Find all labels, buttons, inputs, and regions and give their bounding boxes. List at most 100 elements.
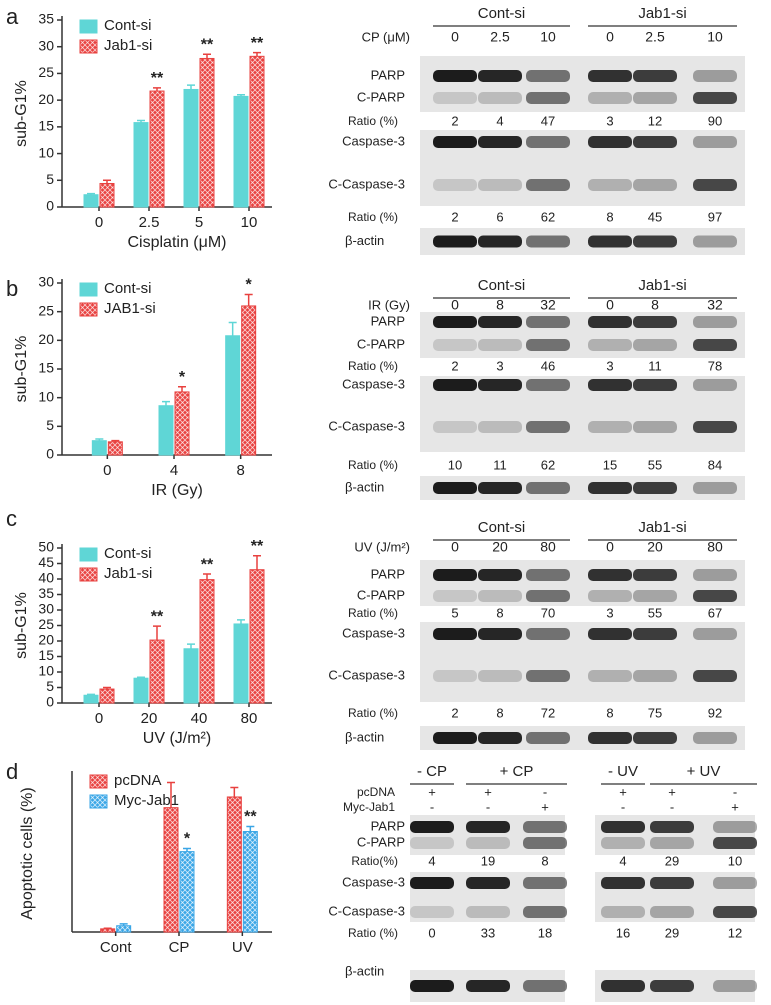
- dose-label: 32: [540, 297, 556, 313]
- legend-label: Jab1-si: [104, 37, 152, 54]
- band: [693, 670, 737, 682]
- y-tick-label: 15: [38, 360, 54, 376]
- band: [713, 906, 757, 918]
- band: [526, 92, 570, 104]
- bar: [99, 688, 115, 704]
- band: [693, 70, 737, 82]
- ratio-label: Ratio (%): [348, 926, 398, 940]
- band: [650, 877, 694, 889]
- band: [693, 628, 737, 640]
- ratio: 3: [496, 358, 503, 373]
- y-axis-label: sub-G1%: [13, 592, 30, 659]
- sign: +: [428, 784, 436, 799]
- panel-letter: a: [6, 4, 19, 29]
- band: [478, 92, 522, 104]
- band: [478, 379, 522, 391]
- error-bar: [187, 643, 195, 649]
- legend-swatch: [89, 794, 108, 809]
- row-label: Caspase-3: [342, 874, 405, 889]
- y-tick-label: 20: [38, 331, 54, 347]
- legend-label: JAB1-si: [104, 300, 156, 317]
- error-bar: [162, 400, 170, 406]
- ratio: 19: [481, 853, 495, 868]
- panel-letter: d: [6, 759, 18, 784]
- band: [433, 235, 477, 248]
- band: [693, 235, 737, 248]
- band: [693, 179, 737, 191]
- sign: +: [731, 799, 739, 814]
- significance: **: [201, 556, 214, 573]
- ratio: 3: [606, 605, 613, 620]
- row-label: PARP: [371, 818, 405, 833]
- legend-swatch: [79, 19, 98, 34]
- ratio: 33: [481, 925, 495, 940]
- error-bar: [119, 923, 128, 926]
- band: [633, 590, 677, 602]
- y-tick-label: 35: [38, 11, 54, 27]
- bar: [100, 928, 116, 933]
- bar: [249, 55, 265, 208]
- blot: [420, 56, 745, 112]
- group-label: Cont-si: [478, 519, 526, 536]
- band: [633, 179, 677, 191]
- y-tick-label: 45: [38, 554, 54, 570]
- loading-label: β-actin: [345, 729, 384, 744]
- band: [466, 821, 510, 833]
- band: [433, 339, 477, 351]
- ratio: 4: [496, 113, 503, 128]
- error-bar: [187, 84, 195, 90]
- dose-label: 8: [496, 297, 504, 313]
- y-tick-label: 25: [38, 302, 54, 318]
- error-bar: [137, 119, 145, 123]
- band: [588, 379, 632, 391]
- y-tick-label: 5: [46, 417, 54, 433]
- dose-label: 20: [492, 539, 508, 555]
- dose-label: 0: [451, 29, 459, 45]
- ratio: 46: [541, 358, 555, 373]
- band: [526, 670, 570, 682]
- error-bar: [95, 438, 104, 441]
- band: [478, 670, 522, 682]
- error-bar: [137, 676, 145, 679]
- band: [588, 136, 632, 148]
- band: [523, 906, 567, 918]
- y-tick-label: 0: [46, 446, 54, 462]
- y-tick-label: 30: [38, 274, 54, 290]
- band: [526, 136, 570, 148]
- ratio: 62: [541, 457, 555, 472]
- sign: +: [484, 784, 492, 799]
- sign: +: [619, 784, 627, 799]
- band: [526, 316, 570, 328]
- y-tick-label: 40: [38, 570, 54, 586]
- x-tick-label: 0: [95, 214, 103, 231]
- ratio-label: Ratio (%): [348, 359, 398, 373]
- bar: [91, 440, 107, 456]
- significance: **: [251, 538, 264, 555]
- group-label: - UV: [608, 763, 638, 780]
- band: [601, 980, 645, 992]
- band: [526, 569, 570, 581]
- band: [601, 877, 645, 889]
- sign: +: [541, 799, 549, 814]
- dose-label: 10: [707, 29, 723, 45]
- significance: **: [201, 36, 214, 53]
- error-bar: [203, 573, 211, 580]
- bar: [242, 831, 258, 933]
- bar: [149, 639, 165, 704]
- band: [526, 421, 570, 433]
- group-label: Jab1-si: [638, 519, 686, 536]
- treatment-label: UV (J/m²): [354, 539, 410, 554]
- significance: **: [244, 809, 257, 826]
- dose-label: 20: [647, 539, 663, 555]
- legend-swatch: [79, 302, 98, 317]
- band: [633, 482, 677, 494]
- x-tick-label: 20: [141, 710, 158, 727]
- x-tick-label: 2.5: [139, 214, 160, 231]
- dose-label: 2.5: [645, 29, 665, 45]
- band: [523, 877, 567, 889]
- ratio: 8: [606, 705, 613, 720]
- ratio: 8: [496, 605, 503, 620]
- dose-label: 0: [451, 539, 459, 555]
- band: [478, 421, 522, 433]
- band: [633, 628, 677, 640]
